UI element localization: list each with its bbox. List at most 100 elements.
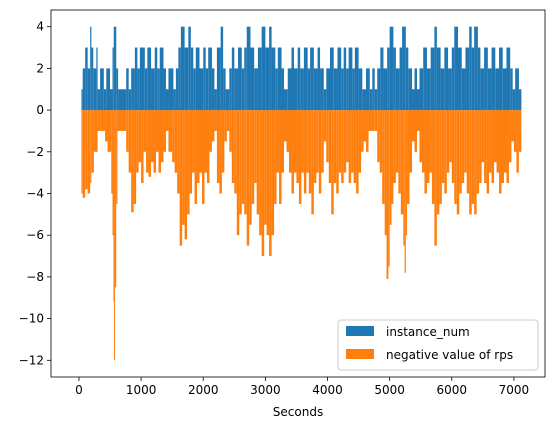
rps-bar (293, 110, 297, 173)
rps-bar (384, 110, 387, 236)
instance-bar (374, 89, 378, 111)
instance-bar (220, 26, 224, 111)
rps-bar (177, 110, 180, 194)
rps-bar (429, 110, 432, 173)
rps-bar (251, 110, 255, 204)
instance-bar (362, 89, 367, 111)
instance-bar (137, 68, 140, 111)
rps-bar (115, 110, 117, 288)
rps-bar (264, 110, 267, 225)
rps-bar (494, 110, 497, 163)
y-tick-label: 2 (36, 61, 44, 75)
instance-bar (405, 47, 409, 111)
rps-bar (234, 110, 237, 194)
x-tick-label: 4000 (312, 383, 343, 397)
instance-bar (412, 89, 415, 111)
x-axis-label: Seconds (273, 405, 323, 419)
rps-bar (172, 110, 175, 163)
rps-bar (279, 110, 282, 204)
rps-bar (511, 110, 514, 142)
legend-frame (337, 319, 539, 371)
rps-bar (229, 110, 232, 152)
legend-label-instance-num: instance_num (386, 325, 470, 339)
instance-bar (131, 68, 135, 111)
instance-bar (193, 68, 196, 111)
rps-bar (138, 110, 142, 163)
rps-bar (192, 110, 195, 173)
y-tick-label: −8 (26, 270, 44, 284)
x-tick-label: 5000 (374, 383, 405, 397)
rps-bar (284, 110, 287, 142)
instance-bar (352, 68, 355, 111)
rps-bar (281, 110, 285, 173)
instance-bar (414, 68, 417, 111)
rps-bar (148, 110, 152, 177)
instance-bar (175, 68, 179, 111)
rps-bar (499, 110, 502, 194)
instance-bar (254, 68, 258, 111)
rps-bar (446, 110, 450, 173)
rps-bar (501, 110, 504, 184)
rps-bar (211, 110, 215, 142)
instance-bar (223, 68, 226, 111)
rps-bar (231, 110, 235, 184)
rps-bar (419, 110, 422, 163)
rps-bar (486, 110, 490, 194)
rps-bar (361, 110, 364, 152)
rps-bar (491, 110, 495, 184)
rps-bar (484, 110, 487, 184)
rps-bar (153, 110, 157, 173)
rps-bar (187, 110, 190, 215)
y-tick-label: −4 (26, 187, 44, 201)
y-tick-label: −6 (26, 228, 44, 242)
rps-bar (91, 110, 94, 173)
rps-bar (368, 110, 372, 131)
rps-bar (404, 110, 406, 273)
y-tick-label: −12 (19, 353, 44, 367)
x-tick-label: 6000 (437, 383, 468, 397)
rps-bar (469, 110, 472, 215)
rps-bar (241, 110, 245, 204)
rps-bar (431, 110, 435, 204)
instance-bar (480, 68, 485, 111)
instance-bar (147, 47, 152, 111)
instance-bar (203, 47, 206, 111)
y-tick-label: −10 (19, 312, 44, 326)
rps-bar (204, 110, 207, 173)
instance-bar (426, 68, 431, 111)
instance-bar (116, 68, 119, 111)
rps-bar (454, 110, 457, 204)
instance-bar (317, 47, 321, 111)
instance-bar (110, 89, 113, 111)
rps-bar (116, 110, 118, 204)
instance-bar (103, 89, 107, 111)
instance-bar (372, 68, 375, 111)
rps-bar (444, 110, 447, 194)
rps-bar (128, 110, 132, 173)
instance-bar (491, 47, 496, 111)
rps-bar (456, 110, 460, 215)
rps-bar (156, 110, 159, 152)
rps-bar (219, 110, 222, 194)
instance-bar (231, 47, 235, 111)
rps-bar (471, 110, 475, 204)
instance-bars (81, 26, 522, 111)
rps-bar (333, 110, 337, 184)
instance-bar (184, 47, 189, 111)
y-tick-label: 0 (36, 103, 44, 117)
rps-bar (306, 110, 309, 173)
rps-bar (516, 110, 519, 173)
instance-bar (154, 47, 158, 111)
rps-bar (168, 110, 173, 152)
instance-bar (408, 68, 413, 111)
instance-bar (458, 47, 462, 111)
rps-bar (226, 110, 230, 131)
instance-bar (454, 26, 459, 111)
legend: instance_num negative value of rps (337, 319, 539, 371)
rps-bar (338, 110, 342, 173)
instance-bar (180, 26, 185, 111)
rps-bar (426, 110, 430, 184)
rps-bars (81, 110, 522, 361)
rps-bar (496, 110, 500, 173)
instance-bar (291, 47, 294, 111)
